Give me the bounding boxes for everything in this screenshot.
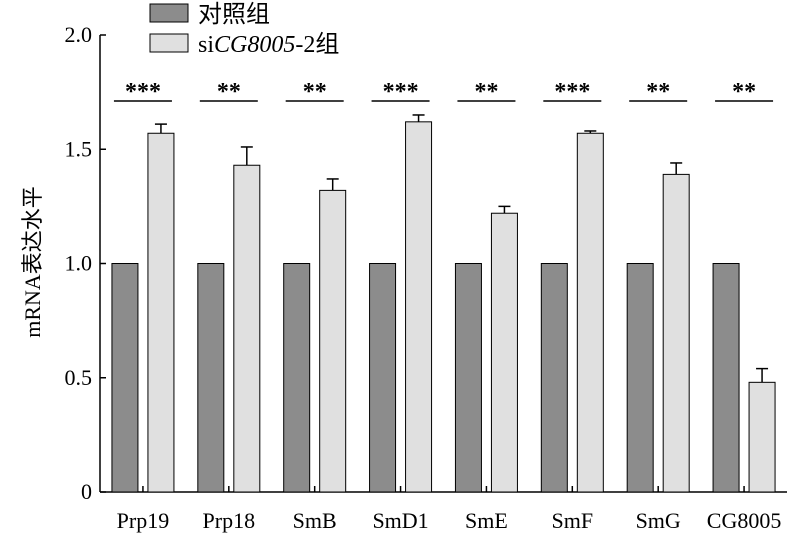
bar-control <box>197 263 225 493</box>
x-tick-label: SmF <box>552 508 594 533</box>
legend: 对照组 siCG8005-2组 <box>149 1 339 58</box>
bar-control <box>540 263 568 493</box>
bar-treatment <box>490 212 518 493</box>
bar-treatment <box>233 164 261 493</box>
bar-treatment <box>662 173 690 493</box>
x-tick-label: SmE <box>465 508 508 533</box>
significance-label: ** <box>732 79 756 105</box>
x-tick-label: CG8005 <box>707 508 782 533</box>
y-tick-label: 1.0 <box>65 251 93 276</box>
bar-control <box>111 263 139 493</box>
y-tick-label: 1.5 <box>65 136 93 161</box>
significance-label: *** <box>125 79 161 105</box>
significance-label: *** <box>383 79 419 105</box>
bar-treatment <box>748 381 776 493</box>
bar-control <box>283 263 311 493</box>
legend-swatch-control <box>149 3 189 23</box>
y-tick-label: 0.5 <box>65 365 93 390</box>
significance-label: ** <box>303 79 327 105</box>
bar-control <box>626 263 654 493</box>
bar-control <box>369 263 397 493</box>
significance-label: ** <box>646 79 670 105</box>
bar-treatment <box>576 132 604 493</box>
significance-label: ** <box>217 79 241 105</box>
legend-label-treatment: siCG8005-2组 <box>198 31 339 58</box>
bar-treatment <box>319 189 347 493</box>
bar-treatment <box>147 132 175 493</box>
x-tick-label: Prp19 <box>117 508 170 533</box>
x-tick-label: SmG <box>636 508 681 533</box>
plot-area: 0 0.5 1.0 1.5 2.0 *** Prp19 ** Prp18 ** SmB *** SmD1… <box>65 22 787 533</box>
legend-label-control: 对照组 <box>198 1 270 28</box>
bar-control <box>454 263 482 493</box>
y-tick-label: 2.0 <box>65 22 93 47</box>
y-tick-label: 0 <box>81 479 92 504</box>
significance-label: *** <box>554 79 590 105</box>
x-tick-label: Prp18 <box>203 508 256 533</box>
x-tick-label: SmD1 <box>372 508 428 533</box>
bar-control <box>712 263 740 493</box>
x-tick-label: SmB <box>293 508 337 533</box>
y-axis-title: mRNA表达水平 <box>20 186 45 338</box>
significance-label: ** <box>474 79 498 105</box>
bar-treatment <box>405 121 433 493</box>
legend-swatch-treatment <box>149 33 189 53</box>
